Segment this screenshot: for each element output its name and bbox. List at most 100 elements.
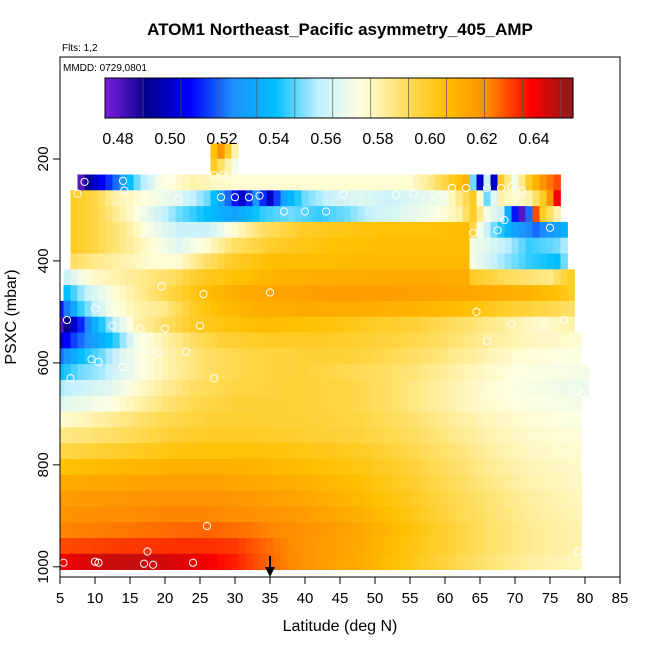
flight-point (461, 183, 471, 193)
heatmap-cell (441, 490, 449, 507)
heatmap-cell (133, 300, 141, 318)
heatmap-cell (315, 285, 323, 302)
heatmap-cell (364, 237, 372, 254)
flight-point (143, 547, 152, 556)
heatmap-cell (63, 269, 71, 286)
heatmap-cell (427, 348, 435, 365)
heatmap-cell (357, 285, 365, 302)
heatmap-cell (329, 522, 337, 539)
heatmap-cell (238, 553, 246, 571)
heatmap-cell (70, 458, 78, 476)
heatmap-cell (140, 237, 148, 254)
heatmap-cell (567, 348, 575, 365)
heatmap-cell (322, 553, 330, 571)
heatmap-cell (413, 364, 421, 381)
heatmap-cell (567, 427, 575, 444)
heatmap-cell (357, 395, 365, 412)
heatmap-cell (567, 364, 575, 381)
heatmap-cell (357, 316, 365, 333)
heatmap-cell (385, 506, 393, 523)
colorbar-segment (149, 78, 153, 118)
colorbar-segment (372, 78, 376, 118)
heatmap-cell (196, 458, 204, 476)
colorbar-segment (310, 78, 314, 118)
x-tick-label: 70 (507, 590, 524, 607)
x-tick-label: 60 (437, 590, 454, 607)
heatmap-cell (532, 206, 540, 223)
heatmap-cell (189, 395, 197, 412)
heatmap-cell (77, 206, 85, 223)
heatmap-cell (182, 285, 190, 302)
heatmap-cell (252, 522, 260, 539)
heatmap-cell (308, 206, 316, 223)
heatmap-cell (259, 316, 267, 333)
colorbar-segment (505, 78, 509, 118)
heatmap-cell (140, 411, 148, 428)
heatmap-cell (161, 379, 169, 397)
heatmap-cell (364, 332, 372, 349)
heatmap-cell (266, 506, 274, 523)
heatmap-cell (420, 379, 428, 397)
heatmap-cell (448, 506, 456, 523)
heatmap-cell (98, 316, 106, 333)
heatmap-cell (154, 364, 162, 381)
heatmap-cell (413, 538, 421, 555)
heatmap-cell (196, 411, 204, 428)
heatmap-cell (315, 443, 323, 460)
heatmap-cell (189, 300, 197, 318)
heatmap-cell (308, 379, 316, 397)
heatmap-cell (77, 332, 85, 349)
heatmap-cell (329, 506, 337, 523)
heatmap-cell (147, 206, 155, 223)
heatmap-cell (294, 221, 302, 239)
flight-point (66, 374, 75, 383)
heatmap-cell (392, 506, 400, 523)
heatmap-cell (553, 348, 561, 365)
heatmap-cell (406, 443, 414, 460)
heatmap-cell (483, 206, 491, 223)
colorbar-frame (104, 77, 574, 119)
heatmap-cell (238, 379, 246, 397)
heatmap-cell (567, 379, 575, 397)
heatmap-cell (70, 443, 78, 460)
heatmap-cell (168, 221, 176, 239)
flight-point (468, 228, 478, 237)
colorbar-segment (214, 78, 218, 118)
heatmap-cell (147, 253, 155, 270)
heatmap-cell (63, 285, 71, 302)
flight-point (573, 547, 583, 556)
heatmap-cell (154, 253, 162, 270)
colorbar-segment (409, 78, 413, 118)
heatmap-cell (427, 174, 435, 191)
heatmap-cell (315, 506, 323, 523)
heatmap-cell (119, 411, 127, 428)
colorbar-segment (284, 78, 288, 118)
heatmap-cell (490, 269, 498, 286)
heatmap-cell (98, 237, 106, 254)
heatmap-cell (448, 300, 456, 318)
heatmap-cell (490, 332, 498, 349)
heatmap-cell (147, 174, 155, 191)
heatmap-cell (532, 411, 540, 428)
heatmap-cell (574, 348, 582, 365)
heatmap-cell (483, 427, 491, 444)
heatmap-cell (448, 553, 456, 571)
heatmap-cell (280, 237, 288, 254)
heatmap-cell (259, 237, 267, 254)
heatmap-cell (70, 269, 78, 286)
heatmap-cell (336, 364, 344, 381)
heatmap-cell (252, 553, 260, 571)
heatmap-cell (245, 553, 253, 571)
colorbar-segment (123, 78, 127, 118)
colorbar-segment (320, 78, 324, 118)
heatmap-cell (252, 190, 260, 207)
heatmap-cell (434, 190, 442, 207)
heatmap-cell (525, 174, 533, 191)
heatmap-cell (168, 253, 176, 270)
heatmap-cell (273, 253, 281, 270)
heatmap-cell (182, 237, 190, 254)
heatmap-cell (329, 348, 337, 365)
heatmap-cell (385, 522, 393, 539)
heatmap-cell (231, 206, 239, 223)
heatmap-cell (483, 395, 491, 412)
